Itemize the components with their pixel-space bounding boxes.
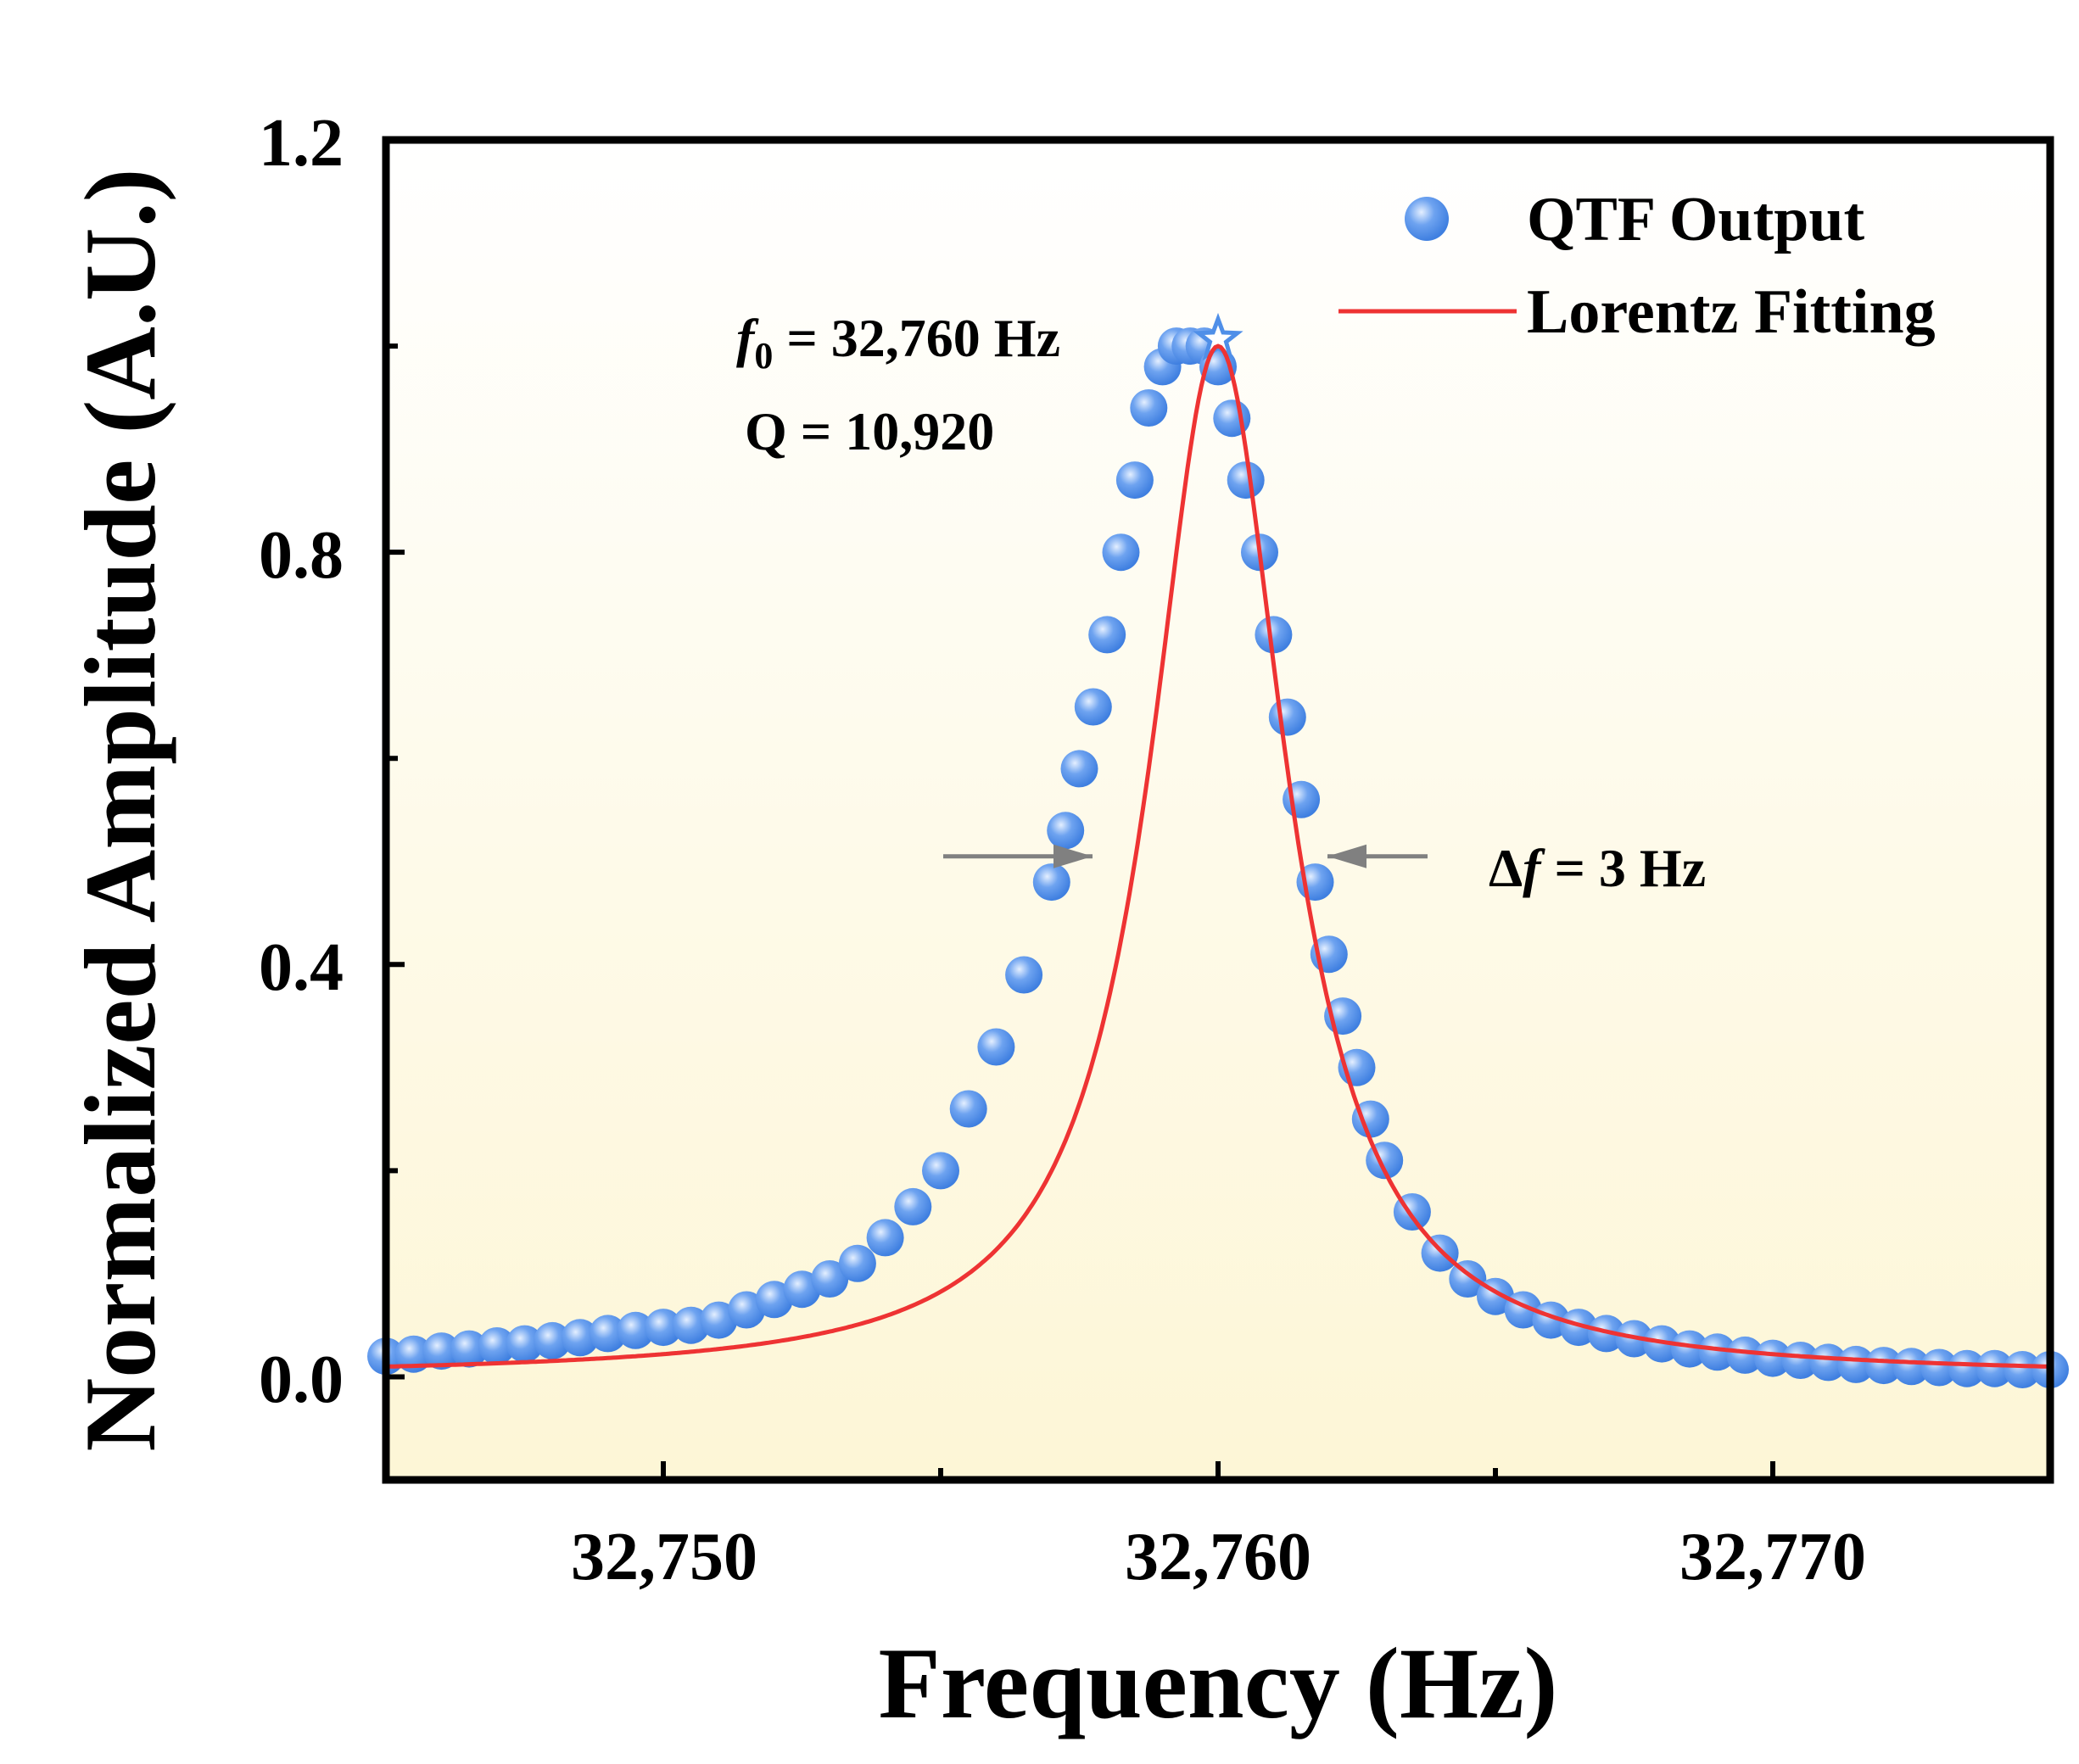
qtf-output-point bbox=[1976, 1349, 2014, 1387]
y-axis-title: Normalized Amplitude (A.U.) bbox=[64, 168, 176, 1451]
legend: QTF Output Lorentz Fitting bbox=[1338, 185, 1936, 347]
qtf-output-point bbox=[894, 1187, 932, 1225]
qtf-output-point bbox=[1809, 1343, 1847, 1382]
x-axis-title: Frequency (Hz) bbox=[879, 1627, 1558, 1739]
qtf-output-point bbox=[1892, 1348, 1931, 1386]
qtf-output-point bbox=[866, 1219, 904, 1257]
right-arrow-head bbox=[1327, 844, 1366, 868]
y-tick-label-3: 1.2 bbox=[259, 106, 344, 181]
qtf-output-point bbox=[1698, 1333, 1736, 1371]
qtf-output-point bbox=[1102, 533, 1140, 572]
left-arrow-head bbox=[1053, 844, 1093, 868]
qtf-output-point bbox=[1948, 1349, 1986, 1387]
f0-subscript: 0 bbox=[754, 335, 773, 377]
q-annotation: Q = 10,920 bbox=[745, 401, 994, 461]
qtf-output-point bbox=[534, 1321, 572, 1359]
y-tick-label-0: 0.0 bbox=[259, 1343, 344, 1417]
qtf-output-point bbox=[811, 1260, 849, 1298]
delta-symbol: Δ bbox=[1489, 838, 1523, 898]
qtf-output-point bbox=[1864, 1347, 1903, 1385]
qtf-output-point bbox=[949, 1090, 987, 1128]
lorentz-fit-line bbox=[385, 343, 2051, 1369]
qtf-output-point bbox=[1449, 1260, 1487, 1298]
df-value: = 3 Hz bbox=[1540, 838, 1706, 898]
qtf-output-point bbox=[1560, 1309, 1598, 1347]
legend-marker-icon bbox=[1405, 197, 1449, 241]
qtf-output-point bbox=[2004, 1351, 2042, 1388]
qtf-output-point bbox=[1268, 698, 1306, 736]
qtf-output-point bbox=[1255, 616, 1293, 654]
legend-label-lorentz-fitting: Lorentz Fitting bbox=[1527, 277, 1936, 347]
x-tick-labels: 32,750 32,760 32,770 bbox=[571, 1520, 1866, 1594]
y-tick-labels: 0.0 0.4 0.8 1.2 bbox=[259, 106, 344, 1417]
f0-value: = 32,760 Hz bbox=[773, 308, 1060, 368]
qtf-output-point bbox=[1115, 461, 1154, 500]
qtf-output-point bbox=[1074, 688, 1112, 726]
qtf-output-point bbox=[478, 1327, 516, 1365]
y-tick-label-1: 0.4 bbox=[259, 930, 344, 1005]
qtf-output-point bbox=[922, 1152, 959, 1190]
qtf-output-point bbox=[561, 1319, 599, 1357]
qtf-output-point bbox=[977, 1028, 1015, 1066]
qtf-output-point bbox=[506, 1325, 544, 1363]
legend-label-qtf-output: QTF Output bbox=[1527, 185, 1865, 254]
qtf-output-point bbox=[1837, 1345, 1875, 1383]
qtf-output-point bbox=[1920, 1348, 1959, 1387]
qtf-output-point bbox=[1130, 389, 1168, 427]
qtf-output-point bbox=[394, 1335, 433, 1373]
qtf-output-point bbox=[1088, 616, 1126, 654]
fwhm-arrows bbox=[943, 844, 1428, 868]
delta-f-annotation: Δf = 3 Hz bbox=[1489, 838, 1706, 898]
qtf-output-point bbox=[1005, 956, 1043, 994]
x-tick-label-1: 32,760 bbox=[1125, 1520, 1311, 1594]
y-tick-label-2: 0.8 bbox=[259, 518, 344, 593]
qtf-output-point bbox=[1227, 461, 1265, 500]
x-tick-label-0: 32,750 bbox=[571, 1520, 757, 1594]
qtf-output-point bbox=[422, 1332, 461, 1370]
qtf-output-point bbox=[645, 1309, 682, 1347]
qtf-output-point bbox=[617, 1311, 655, 1349]
qtf-output-point bbox=[1781, 1342, 1819, 1379]
x-tick-label-2: 32,770 bbox=[1679, 1520, 1866, 1594]
qtf-output-point bbox=[1060, 750, 1098, 788]
qtf-output-point bbox=[1754, 1339, 1791, 1377]
qtf-output-point bbox=[1726, 1336, 1764, 1374]
qtf-output-point bbox=[589, 1315, 627, 1353]
qtf-output-point bbox=[1032, 863, 1070, 902]
qtf-output-point bbox=[1047, 812, 1085, 850]
f0-annotation: f0 = 32,760 Hz bbox=[736, 308, 1060, 377]
qtf-output-point bbox=[1351, 1100, 1389, 1138]
qtf-output-point bbox=[672, 1306, 710, 1344]
qtf-output-point bbox=[1670, 1330, 1708, 1368]
axis-ticks bbox=[386, 137, 1775, 1480]
qtf-output-point bbox=[450, 1330, 489, 1368]
qtf-output-point bbox=[838, 1244, 876, 1282]
qtf-output-point bbox=[1421, 1234, 1459, 1272]
